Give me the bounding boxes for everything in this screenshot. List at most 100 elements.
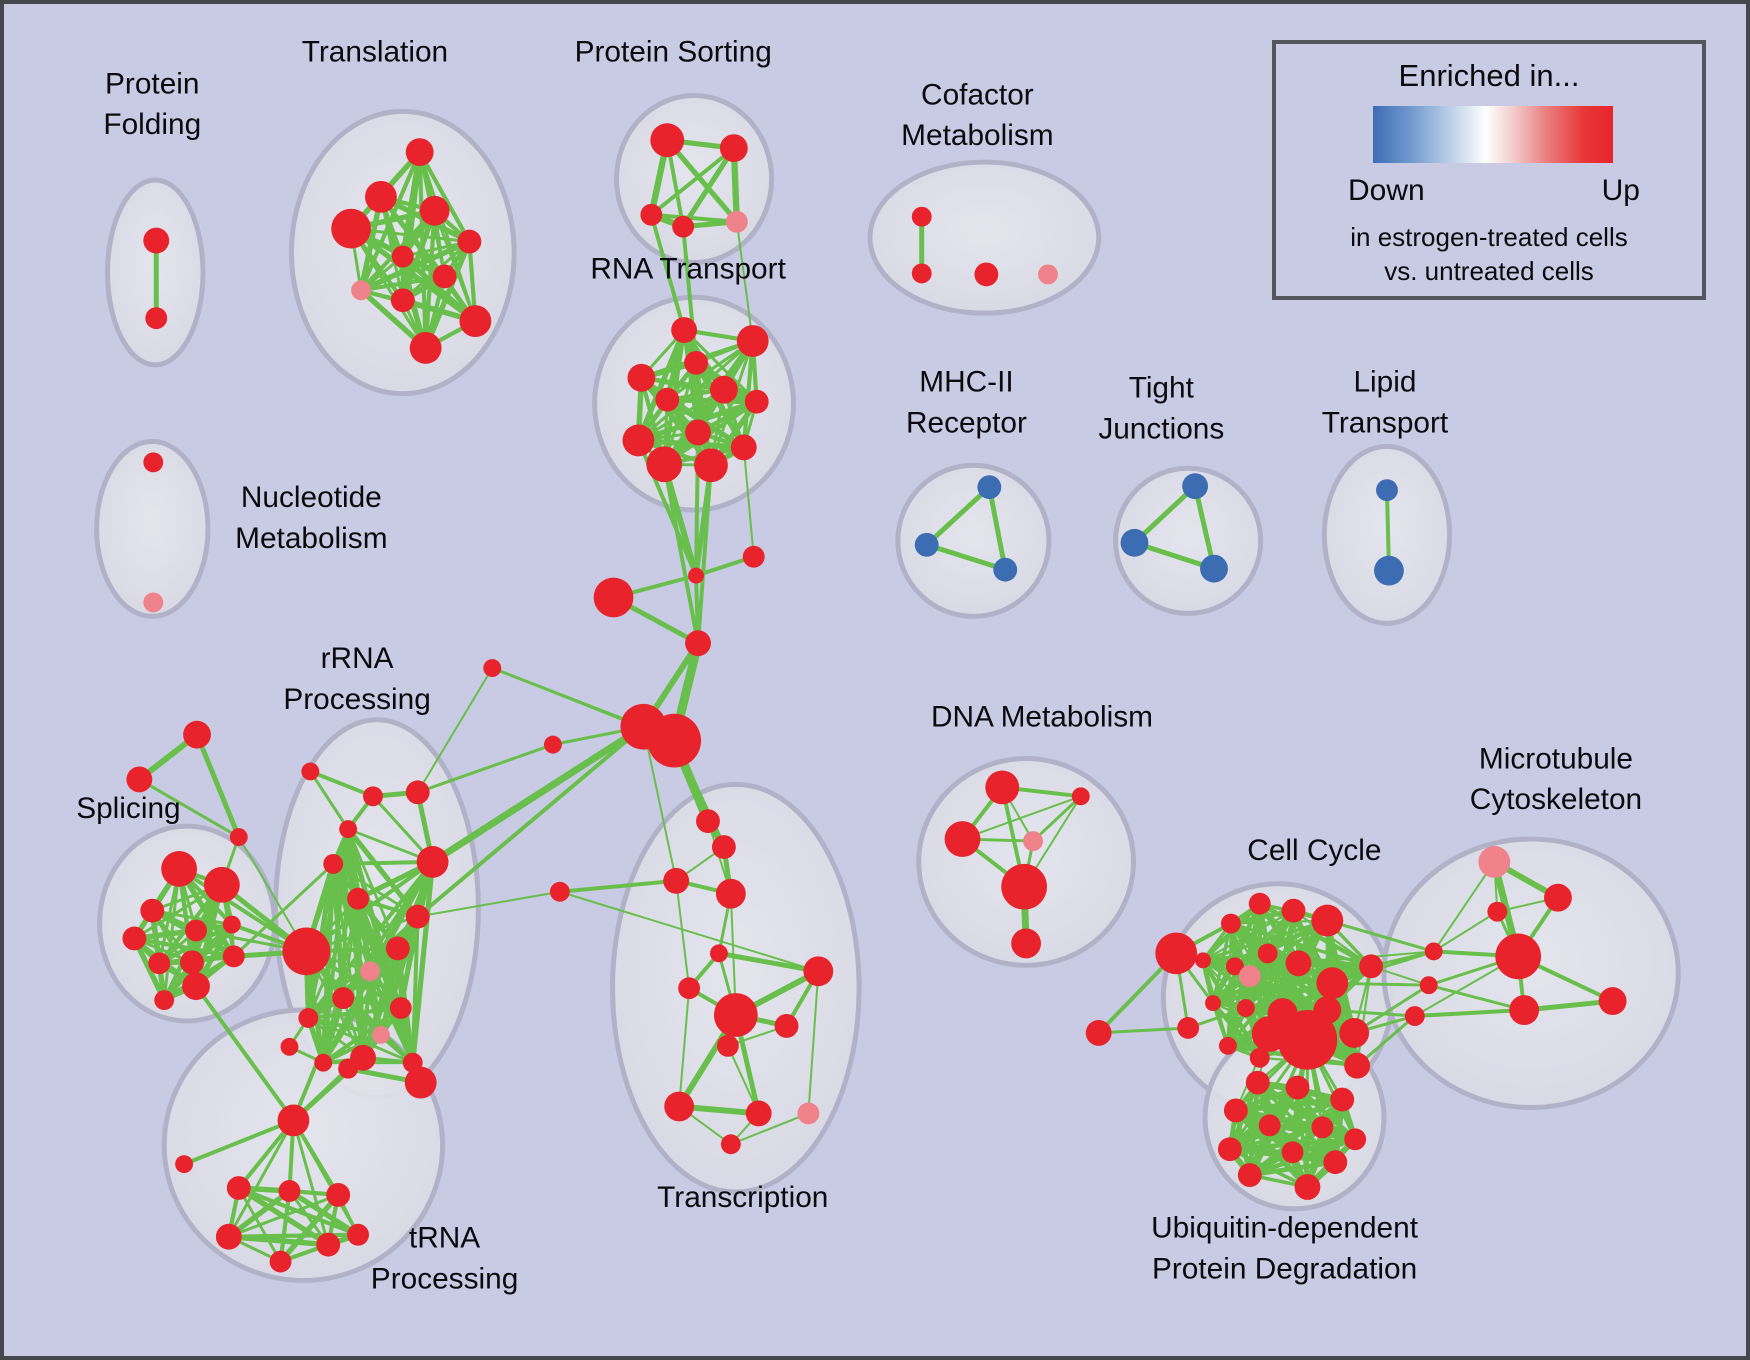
- edge: [924, 542, 1008, 573]
- edge: [232, 862, 335, 958]
- cluster-label-mhc: MHC-II Receptor: [906, 366, 1027, 440]
- network-node: [974, 262, 999, 287]
- edge: [807, 970, 820, 1115]
- cluster-label-cc: Cell Cycle: [1247, 834, 1381, 867]
- network-node: [483, 659, 502, 678]
- edge: [308, 769, 375, 799]
- edge: [675, 879, 691, 990]
- network-node: [390, 288, 415, 313]
- network-node: [314, 1053, 333, 1072]
- edge: [132, 936, 236, 959]
- edge: [291, 1118, 360, 1237]
- network-node: [1071, 787, 1090, 806]
- cluster-ellipse-txn: [610, 781, 862, 1195]
- network-node: [627, 363, 656, 392]
- network-node: [229, 828, 248, 847]
- edge: [1201, 909, 1295, 962]
- network-node: [161, 850, 198, 887]
- network-node: [719, 134, 748, 163]
- network-node: [1478, 846, 1511, 878]
- edge: [358, 274, 447, 293]
- network-node: [280, 1037, 299, 1056]
- edge: [694, 430, 701, 578]
- network-node: [593, 577, 634, 618]
- network-node: [1248, 892, 1271, 915]
- edge: [399, 860, 435, 1010]
- edge: [558, 890, 820, 973]
- network-node: [1217, 1137, 1242, 1162]
- cluster-label-tj: Tight Junctions: [1098, 372, 1224, 446]
- edge: [331, 859, 435, 866]
- network-node: [1238, 965, 1261, 988]
- network-node: [1236, 999, 1255, 1018]
- network-node: [1311, 1116, 1334, 1139]
- network-node: [944, 821, 981, 857]
- edge: [986, 484, 1008, 573]
- network-node: [1085, 1019, 1112, 1046]
- network-node: [688, 567, 705, 584]
- network-node: [650, 123, 685, 158]
- edge: [416, 890, 561, 918]
- edge: [416, 743, 555, 794]
- network-node: [143, 227, 170, 254]
- legend-scale-labels: Down Up: [1348, 174, 1640, 208]
- network-node: [1285, 1075, 1310, 1100]
- edge: [642, 725, 678, 882]
- edge: [1232, 1096, 1346, 1114]
- edge: [1432, 860, 1496, 953]
- network-node: [1223, 1098, 1248, 1123]
- legend-down-label: Down: [1348, 174, 1425, 207]
- network-node: [684, 350, 708, 375]
- network-node: [1487, 901, 1508, 922]
- network-node: [1424, 942, 1443, 961]
- network-node: [363, 786, 383, 807]
- network-node: [1120, 528, 1149, 557]
- network-node: [672, 215, 695, 238]
- network-node: [1251, 1016, 1288, 1052]
- network-node: [1294, 1174, 1321, 1200]
- network-node: [1195, 952, 1212, 969]
- network-node: [985, 770, 1020, 805]
- edge: [150, 909, 234, 927]
- network-node: [1245, 1070, 1270, 1095]
- network-node: [1598, 987, 1627, 1016]
- network-node: [1257, 943, 1278, 964]
- network-node: [663, 867, 690, 894]
- edge: [306, 1006, 403, 1020]
- edge: [226, 1232, 361, 1239]
- edge: [1325, 919, 1436, 953]
- cluster-label-pf: Protein Folding: [103, 67, 201, 141]
- network-node: [716, 1034, 739, 1057]
- network-node: [1495, 933, 1542, 980]
- edge: [742, 446, 755, 558]
- network-node: [911, 206, 932, 227]
- network-node: [175, 1155, 194, 1174]
- edge: [649, 146, 736, 217]
- network-node: [182, 972, 210, 1001]
- edge: [416, 667, 494, 794]
- network-node: [1339, 1018, 1370, 1048]
- network-node: [993, 557, 1018, 582]
- edge: [729, 1112, 810, 1146]
- network-node: [180, 950, 204, 975]
- edge: [433, 209, 477, 323]
- edge: [157, 922, 234, 966]
- edge: [429, 723, 647, 866]
- edge: [1097, 1026, 1190, 1035]
- legend-caption-line2: vs. untreated cells: [1384, 256, 1594, 286]
- network-node: [744, 389, 769, 414]
- edge: [1192, 483, 1217, 572]
- edge: [291, 1118, 330, 1247]
- edge: [682, 328, 759, 404]
- network-node: [405, 904, 430, 929]
- network-node: [1509, 995, 1540, 1025]
- network-node: [1237, 1163, 1262, 1187]
- edge: [961, 795, 1082, 841]
- edge: [321, 969, 372, 1065]
- cluster-label-lt: Lipid Transport: [1322, 366, 1449, 440]
- network-node: [1023, 831, 1044, 851]
- network-node: [148, 952, 171, 975]
- network-node: [1404, 1006, 1425, 1026]
- network-node: [185, 919, 207, 942]
